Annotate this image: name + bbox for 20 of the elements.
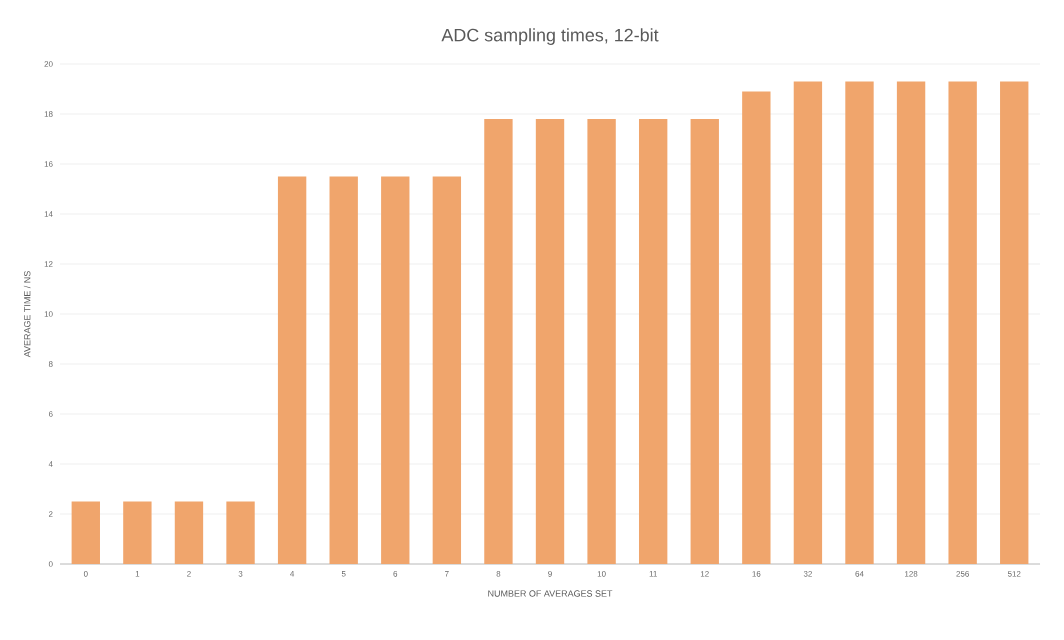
bar [71,501,100,564]
bar [381,176,410,564]
bar [123,501,152,564]
chart-title: ADC sampling times, 12-bit [441,28,659,45]
bar [587,118,616,564]
bar [329,176,358,564]
bar [845,81,874,564]
bar [1000,81,1029,564]
bar [690,118,719,564]
bar [793,81,823,564]
bar [432,176,462,564]
bar [484,118,513,564]
bar [174,501,204,564]
bar [226,501,255,564]
bar [948,81,977,564]
bar [896,81,926,564]
bar [535,118,565,564]
bar [638,118,668,564]
bar [277,176,307,564]
bar [742,91,771,564]
